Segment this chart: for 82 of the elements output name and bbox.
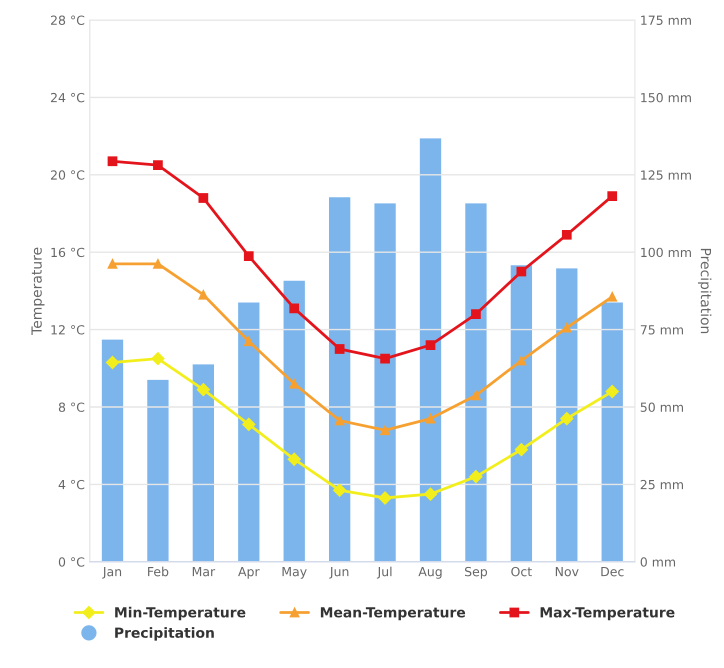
bar	[464, 202, 488, 562]
x-tick-label: May	[282, 567, 307, 579]
legend-label: Mean-Temperature	[320, 607, 466, 620]
point	[106, 356, 120, 370]
x-tick-label: Jun	[329, 567, 348, 579]
y2-tick-label: 100 mm	[641, 248, 691, 258]
point	[516, 266, 526, 276]
y2-tick-label: 25 mm	[640, 480, 683, 490]
bar	[373, 202, 398, 562]
y-axis-title: Temperature	[31, 248, 44, 335]
y-tick-label: 12 °C	[51, 325, 84, 335]
legend-label: Min-Temperature	[115, 606, 246, 620]
point	[469, 470, 483, 484]
point	[562, 322, 572, 333]
point	[198, 290, 208, 300]
x-tick-label: Feb	[148, 566, 168, 576]
bar	[146, 378, 170, 562]
legend-label: Precipitation	[115, 627, 214, 641]
point	[426, 414, 436, 424]
y2-axis-title: Precipitation	[698, 248, 712, 334]
y2-tick-label: 175 mm	[641, 16, 691, 25]
x-tick-label: Jan	[102, 567, 122, 579]
point	[108, 258, 118, 269]
point	[153, 160, 163, 170]
point	[560, 412, 574, 426]
x-tick-label: Apr	[238, 567, 260, 579]
y2-tick-label: 75 mm	[640, 325, 683, 335]
x-tick-label: Mar	[192, 567, 216, 576]
bar	[600, 301, 624, 562]
bar	[418, 136, 443, 562]
bar	[100, 338, 125, 562]
x-tick-label: Nov	[556, 567, 579, 576]
y2-tick-label: 125 mm	[641, 170, 691, 180]
x-tick-label: Jul	[376, 566, 392, 579]
y2-tick-label: 0 mm	[640, 557, 676, 567]
point	[151, 352, 165, 366]
bar	[282, 279, 306, 562]
point	[288, 452, 301, 466]
point	[380, 425, 390, 436]
point	[607, 191, 618, 201]
point	[334, 344, 345, 354]
point	[426, 340, 436, 350]
point	[380, 354, 390, 364]
y-tick-label: 24 °C	[50, 92, 84, 102]
y-tick-label: 0 °C	[58, 557, 84, 567]
x-tick-label: Sep	[464, 566, 488, 579]
point	[198, 193, 208, 203]
point	[607, 292, 618, 302]
point	[289, 303, 300, 314]
y-tick-label: 16 °C	[51, 248, 84, 258]
point	[471, 390, 481, 400]
y2-tick-label: 50 mm	[640, 402, 683, 412]
bar	[191, 362, 216, 562]
y-tick-label: 20 °C	[50, 170, 84, 180]
bar	[236, 301, 261, 562]
point	[378, 491, 392, 505]
point	[514, 442, 528, 456]
legend-label: Max-Temperature	[540, 607, 674, 620]
bar	[554, 267, 579, 562]
x-tick-label: Aug	[418, 567, 442, 579]
point	[108, 156, 118, 166]
point	[289, 378, 300, 389]
point	[334, 416, 345, 426]
bar	[328, 196, 352, 562]
point	[516, 356, 526, 366]
y2-tick-label: 150 mm	[641, 92, 691, 102]
point	[244, 336, 254, 346]
point	[424, 487, 438, 501]
y-tick-label: 8 °C	[58, 402, 84, 412]
point	[196, 383, 210, 396]
y-tick-label: 4 °C	[58, 480, 84, 490]
y-tick-label: 28 °C	[50, 16, 84, 25]
point	[562, 230, 572, 240]
point	[606, 384, 619, 398]
point	[242, 418, 256, 432]
bar	[509, 264, 534, 562]
x-tick-label: Dec	[601, 567, 624, 576]
point	[333, 484, 346, 497]
point	[471, 309, 481, 319]
x-tick-label: Oct	[511, 566, 532, 576]
point	[153, 258, 163, 269]
point	[244, 251, 254, 261]
